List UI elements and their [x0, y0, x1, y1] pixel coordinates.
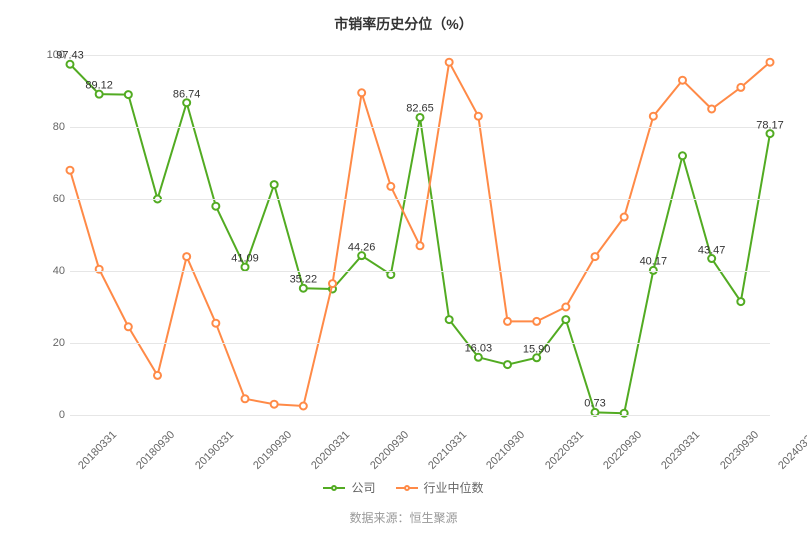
series-point-industry_median — [387, 183, 394, 190]
legend-swatch-industry_median — [396, 487, 418, 489]
series-point-industry_median — [67, 167, 74, 174]
gridline — [70, 271, 770, 272]
point-label: 15.90 — [523, 343, 551, 355]
series-point-company — [212, 203, 219, 210]
legend: 公司 行业中位数 — [0, 478, 807, 497]
series-point-industry_median — [417, 242, 424, 249]
series-point-industry_median — [621, 214, 628, 221]
x-axis-label: 20210930 — [484, 429, 527, 472]
plot-area: 0204060801002018033120180930201903312019… — [70, 55, 770, 415]
point-label: 0.73 — [584, 398, 605, 410]
chart-title: 市销率历史分位（%） — [0, 0, 807, 34]
series-point-company — [679, 152, 686, 159]
legend-item-company[interactable]: 公司 — [323, 479, 375, 496]
y-axis-label: 20 — [35, 337, 65, 349]
x-axis-label: 20200930 — [368, 429, 411, 472]
point-label: 44.26 — [348, 241, 376, 253]
series-point-industry_median — [592, 253, 599, 260]
series-point-company — [446, 316, 453, 323]
series-point-company — [271, 181, 278, 188]
series-point-industry_median — [183, 253, 190, 260]
x-axis-label: 20180930 — [134, 429, 177, 472]
y-axis-label: 40 — [35, 265, 65, 277]
series-point-industry_median — [154, 372, 161, 379]
point-label: 35.22 — [290, 274, 318, 286]
series-point-company — [737, 298, 744, 305]
series-point-company — [504, 361, 511, 368]
series-point-industry_median — [708, 106, 715, 113]
legend-label: 行业中位数 — [424, 479, 484, 496]
legend-label: 公司 — [351, 479, 375, 496]
series-point-industry_median — [271, 401, 278, 408]
legend-item-industry_median[interactable]: 行业中位数 — [396, 479, 484, 496]
data-source: 数据来源：恒生聚源 — [0, 509, 807, 526]
y-axis-label: 0 — [35, 409, 65, 421]
x-axis-label: 20240329 — [776, 429, 807, 472]
point-label: 82.65 — [406, 103, 434, 115]
gridline — [70, 127, 770, 128]
series-point-industry_median — [125, 323, 132, 330]
point-label: 78.17 — [756, 119, 784, 131]
x-axis-label: 20190331 — [193, 429, 236, 472]
x-axis-label: 20190930 — [251, 429, 294, 472]
point-label: 86.74 — [173, 88, 201, 100]
y-axis-label: 80 — [35, 121, 65, 133]
x-axis-label: 20220331 — [543, 429, 586, 472]
point-label: 40.17 — [640, 256, 668, 268]
series-point-industry_median — [650, 113, 657, 120]
series-point-industry_median — [358, 89, 365, 96]
series-point-industry_median — [446, 59, 453, 66]
chart-container: 市销率历史分位（%） 02040608010020180331201809302… — [0, 0, 807, 546]
gridline — [70, 343, 770, 344]
series-point-industry_median — [242, 395, 249, 402]
series-point-industry_median — [767, 59, 774, 66]
point-label: 16.03 — [465, 343, 493, 355]
series-point-industry_median — [329, 280, 336, 287]
series-point-industry_median — [300, 403, 307, 410]
series-point-industry_median — [212, 320, 219, 327]
gridline — [70, 55, 770, 56]
x-axis-label: 20200331 — [309, 429, 352, 472]
y-axis-label: 60 — [35, 193, 65, 205]
series-point-industry_median — [679, 77, 686, 84]
legend-swatch-company — [323, 487, 345, 489]
legend-marker-icon — [404, 485, 410, 491]
x-axis-label: 20230331 — [659, 429, 702, 472]
point-label: 89.12 — [85, 80, 113, 92]
series-point-industry_median — [504, 318, 511, 325]
point-label: 41.09 — [231, 253, 259, 265]
series-point-company — [125, 91, 132, 98]
gridline — [70, 415, 770, 416]
series-point-industry_median — [562, 304, 569, 311]
x-axis-label: 20180331 — [76, 429, 119, 472]
series-point-company — [562, 316, 569, 323]
point-label: 97.43 — [56, 50, 84, 62]
x-axis-label: 20220930 — [601, 429, 644, 472]
x-axis-label: 20210331 — [426, 429, 469, 472]
point-label: 43.47 — [698, 244, 726, 256]
series-point-company — [387, 271, 394, 278]
gridline — [70, 199, 770, 200]
series-point-industry_median — [737, 84, 744, 91]
series-point-industry_median — [475, 113, 482, 120]
series-point-industry_median — [533, 318, 540, 325]
legend-marker-icon — [331, 485, 337, 491]
x-axis-label: 20230930 — [718, 429, 761, 472]
